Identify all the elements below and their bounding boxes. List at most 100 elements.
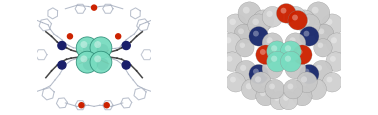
Circle shape (293, 46, 312, 65)
Circle shape (249, 65, 268, 84)
Circle shape (240, 43, 245, 49)
Circle shape (79, 103, 84, 108)
Circle shape (271, 56, 277, 62)
Circle shape (326, 52, 345, 72)
Circle shape (327, 34, 347, 54)
Circle shape (238, 29, 244, 35)
Circle shape (242, 79, 262, 100)
Circle shape (122, 42, 130, 50)
Circle shape (90, 38, 112, 59)
Circle shape (280, 42, 301, 62)
Circle shape (279, 92, 298, 110)
Circle shape (81, 42, 87, 49)
Circle shape (314, 39, 332, 58)
Circle shape (58, 62, 66, 69)
Circle shape (225, 15, 246, 36)
Circle shape (76, 52, 98, 73)
Circle shape (122, 62, 130, 69)
Circle shape (298, 15, 320, 36)
Circle shape (327, 77, 332, 83)
Circle shape (297, 72, 317, 93)
Circle shape (316, 65, 322, 71)
Circle shape (240, 65, 246, 71)
Circle shape (276, 5, 296, 24)
Circle shape (314, 25, 334, 44)
Circle shape (326, 19, 332, 26)
Circle shape (225, 38, 231, 44)
Circle shape (253, 19, 259, 26)
Circle shape (267, 52, 287, 72)
Circle shape (299, 15, 305, 21)
Circle shape (253, 31, 259, 37)
Circle shape (236, 39, 254, 58)
Circle shape (287, 84, 293, 90)
Circle shape (271, 46, 277, 52)
Circle shape (94, 42, 101, 49)
Circle shape (307, 3, 330, 26)
Circle shape (304, 31, 310, 37)
Circle shape (322, 73, 342, 92)
Circle shape (269, 84, 275, 90)
Circle shape (290, 63, 296, 69)
Circle shape (76, 38, 98, 59)
Circle shape (94, 56, 101, 63)
Circle shape (297, 91, 302, 96)
Circle shape (226, 73, 245, 92)
Circle shape (262, 34, 283, 54)
Circle shape (267, 42, 287, 62)
Circle shape (262, 59, 283, 79)
Circle shape (257, 15, 263, 21)
Circle shape (83, 45, 95, 56)
Circle shape (256, 86, 275, 106)
Circle shape (330, 56, 336, 62)
Circle shape (221, 34, 242, 54)
Circle shape (304, 69, 310, 75)
Circle shape (58, 42, 66, 50)
Circle shape (274, 95, 279, 101)
Circle shape (331, 38, 337, 44)
Circle shape (285, 34, 306, 54)
Circle shape (97, 59, 108, 71)
Circle shape (97, 45, 108, 56)
Circle shape (270, 92, 288, 110)
Circle shape (229, 19, 236, 26)
Circle shape (303, 19, 310, 26)
Circle shape (266, 38, 273, 44)
Circle shape (104, 103, 109, 108)
Circle shape (292, 15, 298, 21)
Circle shape (306, 79, 327, 100)
Circle shape (285, 46, 291, 52)
Circle shape (230, 77, 236, 83)
Circle shape (266, 63, 273, 69)
Circle shape (246, 83, 252, 90)
Circle shape (285, 56, 291, 62)
Circle shape (285, 59, 306, 79)
Circle shape (238, 3, 261, 26)
Circle shape (260, 91, 266, 96)
Circle shape (255, 77, 261, 83)
Circle shape (236, 61, 256, 81)
Circle shape (234, 25, 254, 44)
Circle shape (91, 6, 97, 11)
Circle shape (223, 52, 242, 72)
Circle shape (290, 38, 296, 44)
Circle shape (256, 46, 275, 65)
Circle shape (260, 50, 266, 55)
Circle shape (293, 86, 312, 106)
Circle shape (301, 77, 307, 83)
Circle shape (297, 50, 302, 55)
Circle shape (321, 15, 343, 36)
Circle shape (312, 8, 319, 14)
Circle shape (285, 7, 306, 28)
Circle shape (290, 12, 296, 18)
Circle shape (248, 15, 270, 36)
Circle shape (243, 8, 250, 14)
Circle shape (265, 80, 285, 99)
Circle shape (226, 56, 232, 62)
Circle shape (253, 11, 274, 31)
Circle shape (311, 61, 332, 81)
Circle shape (283, 95, 289, 101)
Circle shape (253, 69, 259, 75)
Circle shape (299, 27, 319, 47)
Circle shape (280, 52, 301, 72)
